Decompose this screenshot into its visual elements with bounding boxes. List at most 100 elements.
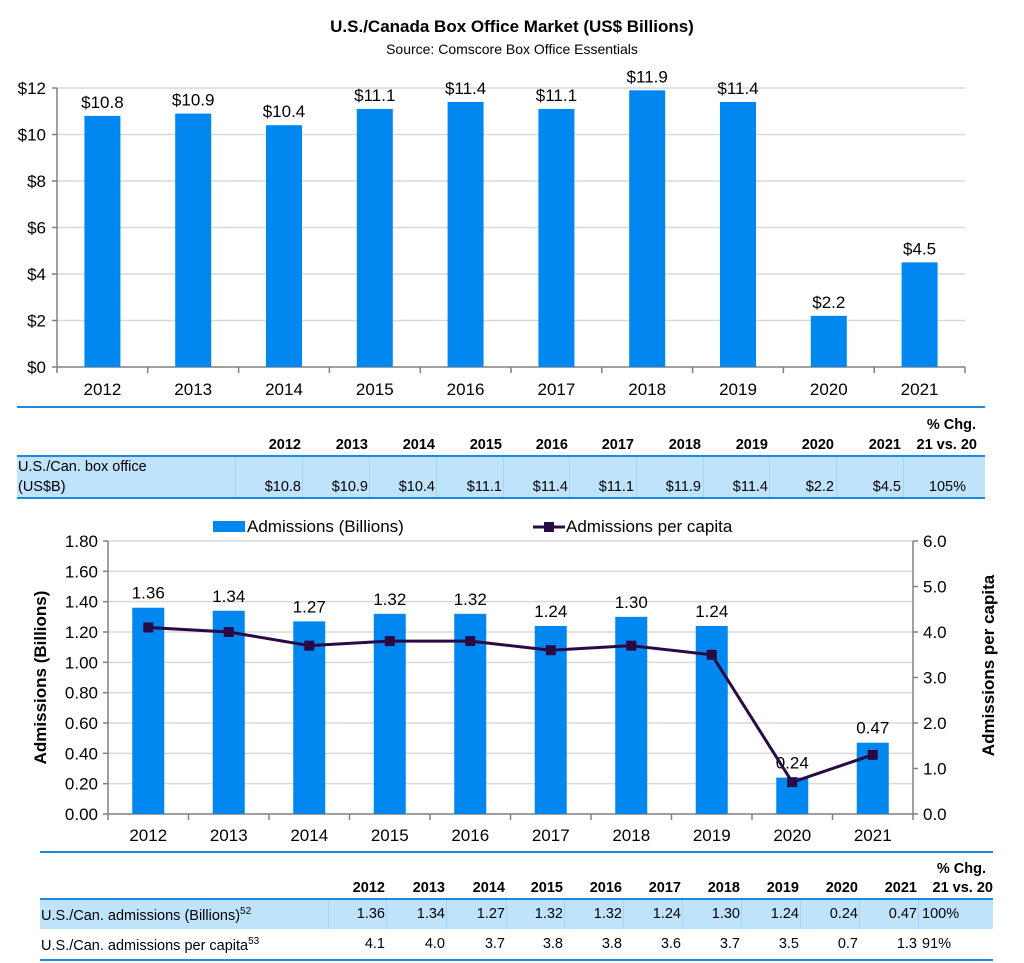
table2-value-cell: 3.7 — [484, 936, 505, 952]
y-right-axis-title: Admissions per capita — [979, 574, 998, 756]
bar-data-label: 1.24 — [695, 602, 728, 621]
table1-value-cell: $11.9 — [665, 479, 701, 495]
per-capita-line — [148, 625, 874, 784]
y-left-tick-label: 0.00 — [65, 805, 98, 824]
y-left-tick-label: 1.00 — [65, 653, 98, 672]
x-tick-label: 2015 — [356, 380, 394, 399]
x-tick-label: 2016 — [451, 826, 489, 845]
bar — [356, 108, 393, 368]
table1-top-rule — [17, 455, 985, 457]
divider-rule — [17, 406, 985, 408]
y-left-tick-label: 1.40 — [65, 593, 98, 612]
y-left-axis-title: Admissions (Billions) — [31, 591, 50, 765]
table1-chg-header-line1: % Chg. — [926, 417, 976, 433]
bar-data-label: $4.5 — [903, 239, 936, 258]
legend-line-marker-icon — [544, 522, 554, 532]
y-tick-label: $4 — [27, 265, 46, 284]
table1-value-cell: $10.9 — [331, 479, 368, 495]
box-office-bar-chart: $0 $2 $4 $6 $8 $10 $12 $10.8 2012 $10.9 2013 $10.4 2… — [18, 67, 966, 399]
chart-title: U.S./Canada Box Office Market (US$ Billi… — [330, 17, 694, 36]
y-tick-label: $0 — [27, 358, 46, 377]
table2-row-label-text: U.S./Can. admissions per capita — [41, 937, 249, 954]
table2-column-separator — [623, 900, 624, 929]
x-tick-label: 2019 — [693, 826, 731, 845]
bar — [175, 113, 212, 367]
bar — [132, 607, 165, 814]
x-tick-label: 2013 — [210, 826, 248, 845]
table1-column-separator — [369, 457, 370, 497]
x-tick-label: 2012 — [83, 380, 121, 399]
table1-value-cell: $4.5 — [872, 479, 901, 495]
table2-chg-value: 91% — [922, 936, 952, 952]
x-tick-label: 2021 — [854, 826, 892, 845]
y-right-tick-label: 5.0 — [923, 578, 947, 597]
per-capita-marker — [223, 627, 234, 637]
table2-column-separator — [859, 900, 860, 929]
table2-value-cell: 1.34 — [416, 906, 445, 922]
per-capita-marker — [465, 636, 476, 647]
table2-value-cell: 0.24 — [829, 906, 858, 922]
divider-rule-2 — [40, 851, 993, 853]
y-tick-label: $6 — [27, 219, 46, 238]
table2-year-header: 2016 — [589, 880, 622, 896]
x-tick-label: 2020 — [810, 380, 848, 399]
table2-column-separator — [800, 900, 801, 929]
x-tick-label: 2016 — [447, 380, 485, 399]
table2-year-header: 2020 — [825, 880, 858, 896]
table1-year-header: 2013 — [335, 437, 368, 453]
y-left-tick-label: 0.60 — [65, 714, 98, 733]
table1-column-separator — [769, 457, 770, 497]
table1-year-header: 2018 — [668, 437, 701, 453]
table2-year-header: 2014 — [472, 880, 505, 896]
table2-value-cell: 4.1 — [364, 936, 385, 952]
bar-data-label: 1.24 — [534, 602, 567, 621]
table2-year-header: 2019 — [766, 880, 799, 896]
table1-year-header: 2015 — [469, 437, 502, 453]
bar-data-label: 1.36 — [132, 584, 165, 603]
bar — [84, 115, 121, 368]
table2-value-cell: 1.30 — [711, 906, 740, 922]
table1-year-header: 2014 — [402, 437, 435, 453]
bar — [720, 101, 756, 367]
table1-year-header: 2017 — [601, 437, 634, 453]
table2-column-separator — [564, 900, 565, 929]
x-tick-label: 2020 — [773, 826, 811, 845]
per-capita-marker — [867, 749, 878, 760]
bar-data-label: 0.47 — [856, 719, 889, 738]
x-tick-label: 2014 — [290, 826, 328, 845]
table1-row-band — [17, 457, 985, 497]
table1-column-separator — [636, 457, 637, 497]
y-left-tick-label: 0.40 — [65, 744, 98, 763]
table2-value-cell: 4.0 — [424, 936, 445, 952]
table1-value-cell: $10.4 — [398, 479, 435, 495]
table1-chg-header-line2: 21 vs. 20 — [916, 437, 977, 453]
table2-year-header: 2012 — [352, 880, 385, 896]
table2-column-separator — [918, 900, 919, 929]
bar-data-label: $11.1 — [536, 86, 577, 105]
table2-column-separator — [446, 900, 447, 929]
admissions-combo-chart: 0.00 0.20 0.40 0.60 0.80 1.00 1.20 1.40 1.60 1.80… — [31, 517, 998, 845]
bar-data-label: $10.4 — [263, 102, 306, 121]
table2-value-cell: 3.5 — [778, 936, 799, 952]
x-tick-label: 2012 — [129, 826, 167, 845]
bar — [447, 101, 484, 367]
per-capita-marker — [787, 777, 798, 788]
y-left-tick-label: 0.20 — [65, 775, 98, 794]
x-tick-label: 2017 — [537, 380, 575, 399]
bar-data-label: 1.30 — [615, 593, 648, 612]
x-tick-label: 2015 — [371, 826, 409, 845]
legend-bar-swatch-icon — [213, 521, 245, 532]
table1-column-separator — [436, 457, 437, 497]
table2-year-header: 2021 — [884, 880, 917, 896]
table2-row-label: U.S./Can. admissions per capita53 — [41, 936, 259, 954]
y-right-tick-label: 3.0 — [923, 669, 947, 688]
table1-column-separator — [235, 457, 236, 497]
table1-column-separator — [569, 457, 570, 497]
y-left-tick-label: 0.80 — [65, 684, 98, 703]
x-tick-label: 2018 — [612, 826, 650, 845]
y-left-tick-label: 1.20 — [65, 623, 98, 642]
table2-value-cell: 0.7 — [837, 936, 858, 952]
table2-value-cell: 1.32 — [593, 906, 622, 922]
table1-column-separator — [836, 457, 837, 497]
y-right-tick-label: 4.0 — [923, 623, 947, 642]
